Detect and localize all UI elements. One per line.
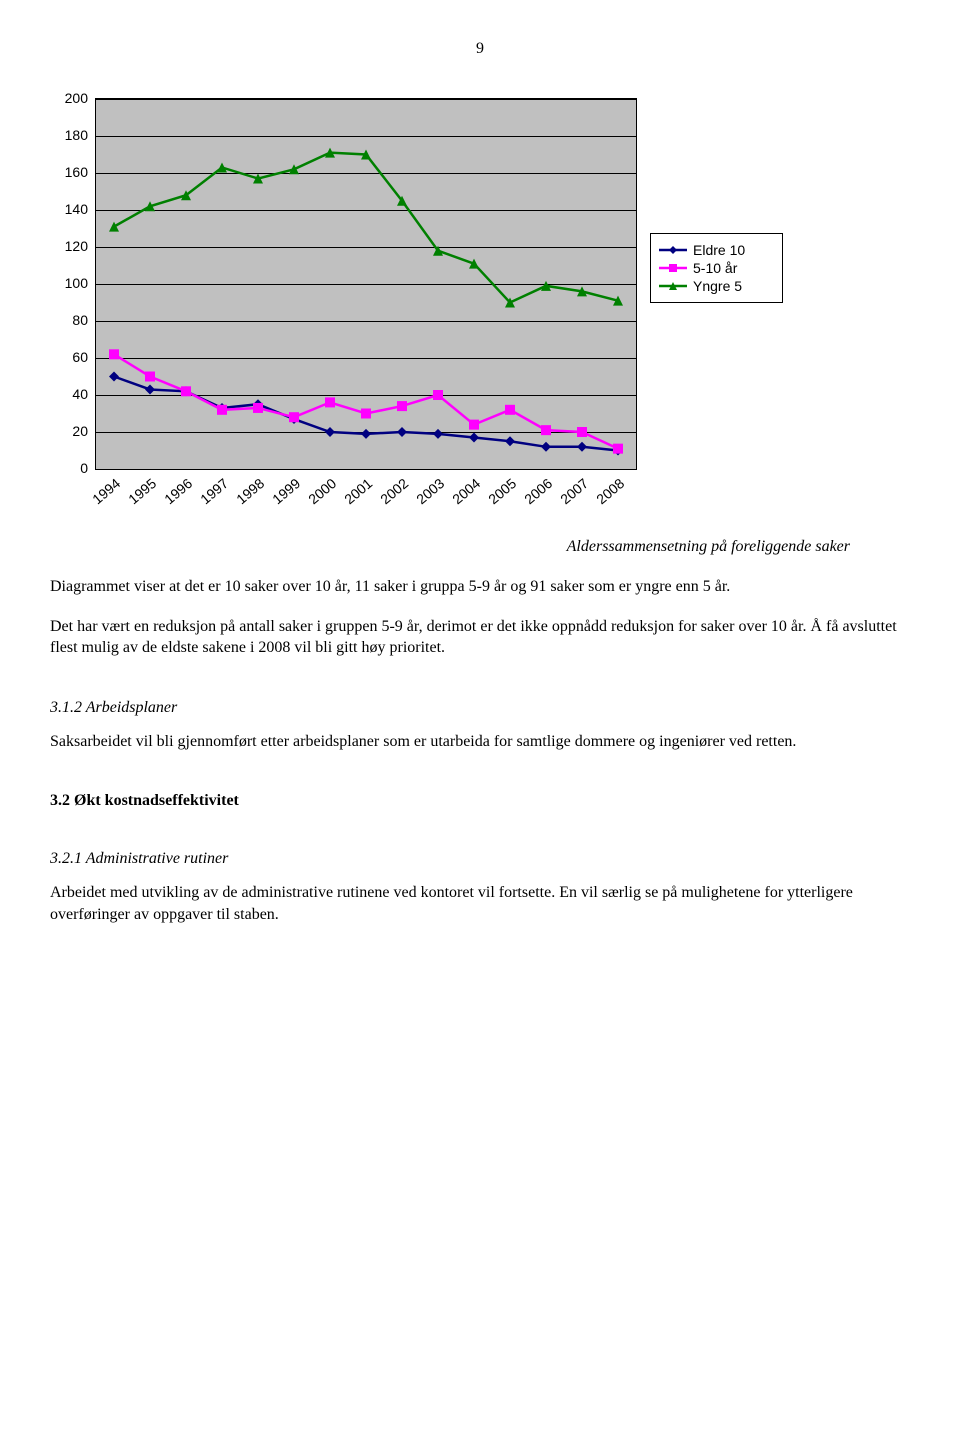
- y-tick-label: 160: [50, 164, 88, 180]
- legend-item: 5-10 år: [659, 260, 774, 276]
- y-tick-label: 100: [50, 275, 88, 291]
- x-tick-label: 1994: [82, 475, 123, 513]
- legend-label: Eldre 10: [693, 242, 745, 258]
- paragraph-1: Diagrammet viser at det er 10 saker over…: [50, 576, 910, 598]
- x-tick-label: 1999: [262, 475, 303, 513]
- x-tick-label: 1995: [118, 475, 159, 513]
- x-tick-label: 1998: [226, 475, 267, 513]
- y-tick-label: 40: [50, 386, 88, 402]
- page-number: 9: [50, 40, 910, 58]
- x-tick-label: 2000: [298, 475, 339, 513]
- x-tick-label: 2004: [442, 475, 483, 513]
- legend-label: 5-10 år: [693, 260, 737, 276]
- chart-svg: [96, 99, 636, 469]
- paragraph-2: Det har vært en reduksjon på antall sake…: [50, 616, 910, 659]
- chart-caption: Alderssammensetning på foreliggende sake…: [50, 538, 910, 556]
- y-tick-label: 120: [50, 238, 88, 254]
- age-composition-chart: Eldre 10 5-10 år Yngre 5 0 20 40 60 80 100 120 14…: [50, 88, 790, 508]
- legend: Eldre 10 5-10 år Yngre 5: [650, 233, 783, 303]
- y-tick-label: 180: [50, 127, 88, 143]
- y-tick-label: 20: [50, 423, 88, 439]
- paragraph-3: Saksarbeidet vil bli gjennomført etter a…: [50, 731, 910, 753]
- plot-area: [95, 98, 637, 470]
- x-tick-label: 1996: [154, 475, 195, 513]
- y-tick-label: 80: [50, 312, 88, 328]
- legend-item: Eldre 10: [659, 242, 774, 258]
- x-tick-label: 2006: [514, 475, 555, 513]
- x-tick-label: 2003: [406, 475, 447, 513]
- x-tick-label: 2008: [586, 475, 627, 513]
- x-tick-label: 2005: [478, 475, 519, 513]
- heading-3-2-1: 3.2.1 Administrative rutiner: [50, 850, 910, 868]
- y-tick-label: 60: [50, 349, 88, 365]
- paragraph-4: Arbeidet med utvikling av de administrat…: [50, 882, 910, 925]
- heading-3-1-2: 3.1.2 Arbeidsplaner: [50, 699, 910, 717]
- x-tick-label: 2001: [334, 475, 375, 513]
- y-tick-label: 140: [50, 201, 88, 217]
- x-tick-label: 2002: [370, 475, 411, 513]
- y-tick-label: 200: [50, 90, 88, 106]
- x-tick-label: 2007: [550, 475, 591, 513]
- legend-item: Yngre 5: [659, 278, 774, 294]
- heading-3-2: 3.2 Økt kostnadseffektivitet: [50, 792, 910, 810]
- legend-label: Yngre 5: [693, 278, 742, 294]
- y-tick-label: 0: [50, 460, 88, 476]
- x-tick-label: 1997: [190, 475, 231, 513]
